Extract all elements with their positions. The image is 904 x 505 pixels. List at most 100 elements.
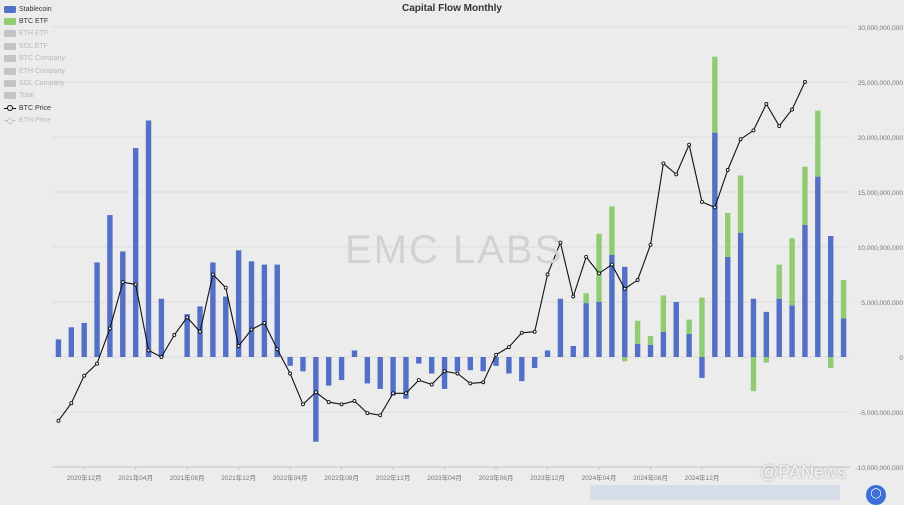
legend-item-stablecoin[interactable]: Stablecoin	[4, 3, 65, 15]
x-tick-label: 2022年04月	[273, 473, 308, 482]
btc-etf-bar	[750, 357, 757, 392]
stablecoin-bar	[596, 302, 602, 357]
stablecoin-bar	[673, 302, 679, 357]
stablecoin-bar	[338, 357, 345, 381]
btc-price-point	[609, 262, 614, 267]
legend-item-sol-etf[interactable]: SOL ETF	[4, 40, 65, 52]
stablecoin-bar	[145, 120, 152, 357]
legend-item-btc-company[interactable]: BTC Company	[4, 53, 65, 65]
btc-price-point	[210, 272, 215, 277]
btc-price-point	[185, 315, 190, 320]
stablecoin-bar	[300, 357, 306, 372]
btc-price-point	[249, 327, 254, 332]
stablecoin-bar	[158, 298, 165, 357]
stablecoin-bar	[789, 305, 795, 357]
legend-label: SOL Company	[19, 80, 65, 88]
btc-price-point	[468, 381, 473, 386]
btc-price-point	[288, 371, 293, 376]
btc-price-point	[82, 373, 87, 378]
legend-item-total[interactable]: Total	[4, 90, 65, 102]
btc-etf-bar	[789, 238, 795, 306]
btc-price-point	[506, 345, 511, 350]
stablecoin-bar	[840, 318, 847, 357]
stablecoin-bar	[81, 322, 87, 357]
legend-swatch	[4, 105, 16, 112]
btc-etf-bar	[634, 320, 641, 344]
legend-label: BTC Price	[19, 104, 51, 112]
btc-price-point	[558, 240, 563, 245]
btc-price-point	[339, 402, 344, 407]
stablecoin-bar	[776, 298, 782, 357]
btc-price-point	[56, 418, 61, 423]
legend-item-btc-etf[interactable]: BTC ETF	[4, 15, 65, 27]
btc-price-point	[687, 142, 692, 147]
watermark: EMC LABS	[345, 228, 564, 272]
legend: Stablecoin BTC ETF ETH ETF SOL ETF BTC Compa…	[4, 3, 65, 127]
legend-item-eth-price[interactable]: ETH Price	[4, 115, 65, 127]
legend-swatch	[4, 42, 16, 50]
btc-price-point	[571, 294, 576, 299]
y-axis: 30,000,000,000 25,000,000,000 20,000,000,0…	[856, 25, 904, 472]
x-tick-label: 2023年04月	[427, 473, 462, 482]
btc-price-point	[301, 402, 305, 407]
stablecoin-bar	[248, 261, 255, 357]
btc-price-point	[146, 348, 151, 353]
stablecoin-bar	[531, 357, 538, 368]
btc-price-point	[365, 411, 370, 416]
btc-price-point	[545, 272, 550, 277]
stablecoin-bar	[622, 266, 628, 357]
btc-price-point	[700, 199, 704, 204]
btc-price-point	[107, 326, 112, 331]
stablecoin-bar	[725, 256, 731, 357]
legend-item-eth-etf[interactable]: ETH ETF	[4, 28, 65, 40]
btc-price-point	[223, 285, 228, 290]
x-tick-label: 2023年08月	[479, 473, 514, 482]
x-tick-label: 2024年04月	[582, 473, 617, 482]
legend-label: ETH Company	[19, 67, 65, 75]
y-tick-label: 25,000,000,000	[858, 80, 904, 87]
y-tick-label: 5,000,000,000	[861, 300, 903, 307]
legend-item-btc-price[interactable]: BTC Price	[4, 102, 65, 114]
btc-price-point	[404, 391, 408, 396]
legend-swatch	[4, 5, 16, 13]
btc-price-point	[519, 330, 524, 335]
btc-price-point	[674, 172, 679, 177]
legend-swatch	[4, 92, 16, 100]
x-axis: 2020年12月 2021年04月 2021年08月 2021年12月 2022年04月…	[52, 466, 850, 482]
btc-etf-bar	[840, 280, 847, 319]
legend-label: BTC Company	[19, 55, 65, 63]
chat-bubble-icon[interactable]: ◯	[866, 485, 886, 505]
legend-item-sol-company[interactable]: SOL Company	[4, 77, 65, 89]
btc-price-point	[262, 320, 267, 325]
stablecoin-bar	[287, 357, 293, 366]
stablecoin-bar	[660, 331, 667, 357]
btc-price-line	[56, 80, 807, 423]
legend-swatch	[4, 67, 16, 75]
btc-price-point	[712, 205, 717, 210]
btc-etf-bar	[725, 212, 731, 257]
btc-price-point	[777, 124, 782, 128]
y-tick-label: -10,000,000,000	[856, 465, 904, 472]
stablecoin-bar	[570, 346, 576, 357]
data-zoom-slider[interactable]	[590, 485, 840, 500]
btc-etf-bar	[776, 264, 782, 299]
btc-price-point	[313, 390, 318, 395]
btc-price-point	[391, 391, 396, 396]
btc-etf-bar	[815, 110, 821, 177]
stablecoin-bar	[467, 357, 474, 371]
x-tick-label: 2024年08月	[633, 473, 668, 482]
legend-item-eth-company[interactable]: ETH Company	[4, 65, 65, 77]
stablecoin-bar	[416, 357, 422, 364]
btc-price-point	[455, 371, 460, 376]
stablecoin-bar	[55, 339, 62, 357]
btc-price-point	[95, 361, 99, 366]
btc-price-point	[751, 128, 756, 133]
btc-etf-bar	[622, 357, 628, 362]
corner-mark: @PANews	[760, 462, 846, 482]
btc-price-point	[622, 286, 627, 291]
btc-price-point	[236, 344, 241, 348]
stablecoin-bar	[480, 357, 486, 372]
x-tick-label: 2020年12月	[67, 473, 102, 482]
btc-price-point	[481, 380, 486, 385]
